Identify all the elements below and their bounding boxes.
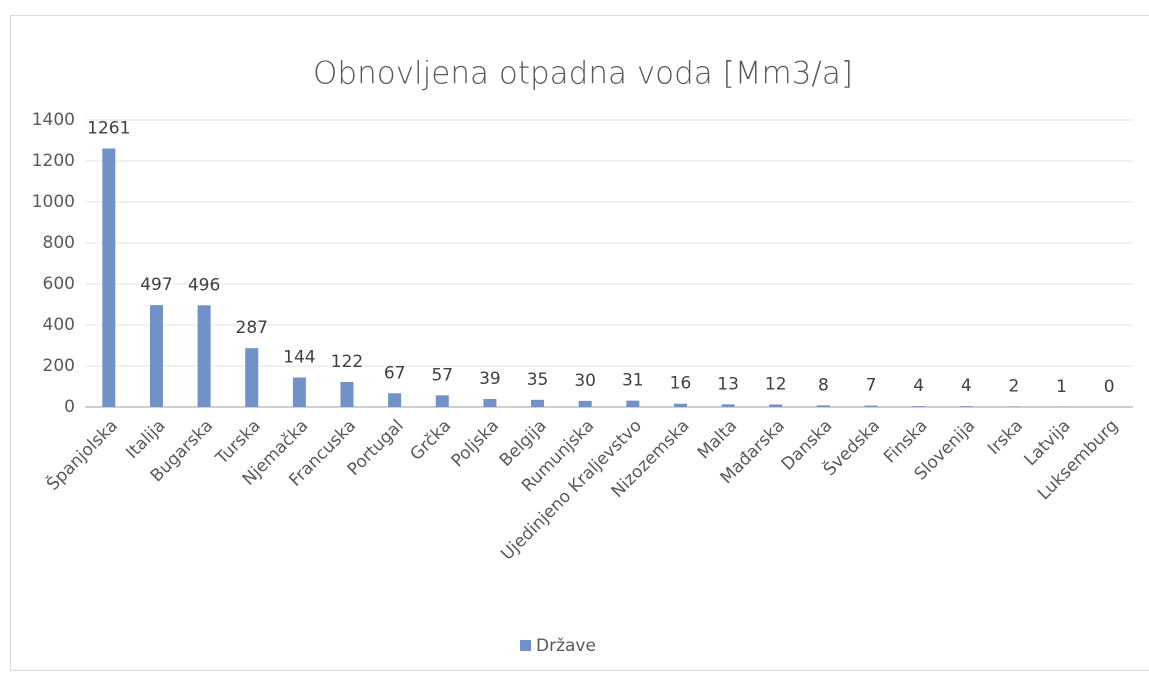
bar — [959, 406, 973, 407]
data-label: 1261 — [87, 118, 130, 138]
data-label: 2 — [1008, 377, 1019, 397]
data-label: 39 — [479, 369, 501, 389]
data-label: 497 — [140, 275, 172, 295]
data-label: 1 — [1056, 377, 1067, 397]
data-label: 57 — [431, 365, 453, 385]
data-label: 8 — [818, 375, 829, 395]
data-label: 35 — [527, 370, 549, 390]
data-label: 67 — [384, 363, 406, 383]
bar — [816, 405, 830, 407]
chart-border — [10, 15, 1149, 671]
bar — [578, 400, 592, 407]
bar — [912, 406, 926, 407]
bar — [626, 400, 640, 407]
y-tick-label: 1400 — [32, 110, 75, 130]
data-label: 30 — [574, 371, 596, 391]
bar — [102, 148, 116, 407]
data-label: 13 — [717, 374, 739, 394]
data-label: 7 — [866, 376, 877, 396]
y-tick-label: 1000 — [32, 192, 75, 212]
bar — [673, 403, 687, 407]
bar — [435, 395, 449, 407]
data-label: 144 — [283, 347, 315, 367]
chart-title: Obnovljena otpadna voda [Mm3/a] — [313, 56, 853, 92]
data-label: 31 — [622, 371, 644, 391]
bar — [483, 399, 497, 407]
y-tick-label: 0 — [64, 397, 75, 417]
data-label: 496 — [188, 275, 220, 295]
bar — [388, 393, 402, 407]
bar — [769, 404, 783, 407]
bar — [197, 305, 211, 407]
data-label: 122 — [331, 352, 363, 372]
data-label: 287 — [236, 318, 268, 338]
bar — [531, 399, 545, 407]
legend-swatch — [520, 640, 531, 651]
bar — [149, 305, 163, 407]
bar — [340, 381, 354, 407]
y-tick-label: 1200 — [32, 151, 75, 171]
bar — [864, 405, 878, 407]
bar — [245, 348, 259, 407]
data-label: 12 — [765, 375, 787, 395]
data-label: 4 — [913, 376, 924, 396]
legend-label: Države — [536, 636, 596, 656]
data-label: 16 — [670, 374, 692, 394]
bar — [292, 377, 306, 407]
y-tick-label: 400 — [43, 315, 75, 335]
y-tick-label: 800 — [43, 233, 75, 253]
y-tick-label: 200 — [43, 356, 75, 376]
data-label: 4 — [961, 376, 972, 396]
data-label: 0 — [1104, 377, 1115, 397]
y-tick-label: 600 — [43, 274, 75, 294]
bar — [721, 404, 735, 407]
